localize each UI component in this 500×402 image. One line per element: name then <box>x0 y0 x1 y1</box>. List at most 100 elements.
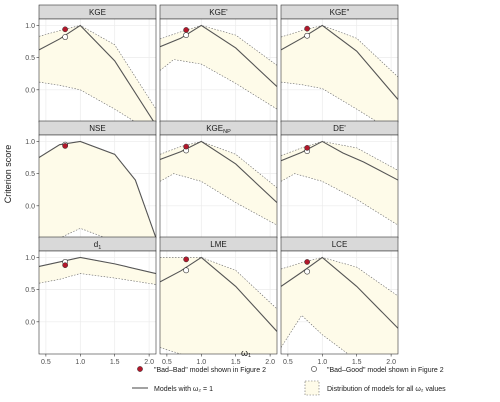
panel-title-main: DE' <box>333 124 346 133</box>
x-tick-label: 1.5 <box>231 359 241 366</box>
omega2-equals-1-line <box>281 24 398 100</box>
y-tick-label: 1.0 <box>25 255 35 262</box>
panel-title-main: KGE <box>206 124 223 133</box>
distribution-band <box>281 141 398 226</box>
panel-title: NSE <box>89 124 105 133</box>
y-tick-label: 0.0 <box>25 203 35 210</box>
panel-plot-area <box>39 256 156 285</box>
panel-title-subscript: 1 <box>98 245 101 251</box>
legend-bad-bad-label: "Bad–Bad" model shown in Figure 2 <box>154 367 266 374</box>
x-tick-label: 1.5 <box>352 359 362 366</box>
panel-3: KGE" <box>280 4 399 123</box>
y-tick-label: 0.0 <box>25 319 35 326</box>
y-tick-label: 0.5 <box>25 287 35 294</box>
omega2-equals-1-line <box>39 24 155 122</box>
panel-5: KGENP <box>159 120 278 239</box>
bad-good-point <box>62 34 69 40</box>
band-lower-edge <box>39 81 136 122</box>
x-tick-label: 0.5 <box>41 359 51 366</box>
x-tick-label: 1.0 <box>317 359 327 366</box>
panel-title: d1 <box>94 240 102 251</box>
bad-bad-point <box>62 26 69 33</box>
panel-plot-area <box>281 140 398 226</box>
bad-good-point <box>183 32 190 38</box>
panel-title-subscript: NP <box>223 129 231 135</box>
omega2-equals-1-line <box>160 140 277 203</box>
legend-bad-bad-marker <box>137 366 143 372</box>
bad-bad-point <box>183 256 190 263</box>
panel-8: LME 0.5 1.0 1.5 2.0 <box>159 236 278 366</box>
omega2-equals-1-line <box>160 256 277 332</box>
panel-plot-area <box>39 140 156 238</box>
y-tick-label: 1.0 <box>25 23 35 30</box>
panel-title: LME <box>210 240 226 249</box>
panel-title: DE' <box>333 124 346 133</box>
panel-plot-area <box>281 24 398 122</box>
x-tick-label: 0.5 <box>283 359 293 366</box>
panel-title-main: LCE <box>332 240 348 249</box>
omega2-equals-1-line <box>281 256 398 329</box>
x-tick-label: 2.0 <box>144 359 154 366</box>
y-tick-label: 0.0 <box>25 87 35 94</box>
legend-line-label: Models with ω₂ = 1 <box>154 386 213 393</box>
y-tick-label: 0.5 <box>25 171 35 178</box>
panel-plot-area <box>281 256 398 354</box>
x-axis-title: ω₁ <box>241 348 251 358</box>
legend-band-swatch <box>304 380 320 396</box>
panel-7: d1 0.0 0.5 1.0 0.5 1.0 1.5 2.0 <box>25 236 157 366</box>
panel-4: NSE 0.0 0.5 1.0 <box>25 120 157 239</box>
bad-bad-point <box>62 262 69 269</box>
bad-good-point <box>304 268 311 275</box>
distribution-band <box>160 257 277 354</box>
omega2-equals-1-line <box>39 140 156 238</box>
panel-title-main: d <box>94 240 98 249</box>
bad-bad-point <box>62 143 69 149</box>
band-lower-edge <box>160 59 277 110</box>
panel-border <box>159 250 278 355</box>
distribution-band <box>39 141 156 238</box>
x-tick-label: 1.0 <box>196 359 206 366</box>
x-tick-label: 2.0 <box>265 359 275 366</box>
band-lower-edge <box>39 273 156 285</box>
bad-bad-point <box>183 143 190 150</box>
y-tick-label: 0.5 <box>25 55 35 62</box>
omega2-equals-1-line <box>39 256 156 275</box>
distribution-band <box>281 257 398 354</box>
panel-plot-area <box>160 256 277 354</box>
omega2-equals-1-line <box>281 140 398 181</box>
panel-2: KGE' <box>159 4 278 123</box>
panel-title: KGE <box>89 8 106 17</box>
x-tick-label: 0.5 <box>162 359 172 366</box>
band-upper-edge <box>281 141 398 171</box>
band-lower-edge <box>281 173 398 226</box>
band-lower-edge <box>160 173 277 226</box>
panel-9: LCE 0.5 1.0 1.5 2.0 <box>280 236 399 366</box>
bad-bad-point <box>183 27 190 33</box>
legend: "Bad–Bad" model shown in Figure 2 "Bad–G… <box>132 366 446 396</box>
panel-plot-area <box>39 24 156 122</box>
x-tick-label: 1.5 <box>110 359 120 366</box>
panel-title: KGE" <box>330 8 350 17</box>
y-axis-title: Criterion score <box>3 145 13 204</box>
panel-title-main: LME <box>210 240 226 249</box>
panel-border <box>280 250 399 355</box>
panel-title-main: NSE <box>89 124 105 133</box>
panel-6: DE' <box>280 120 399 239</box>
bad-bad-point <box>304 259 311 265</box>
x-tick-label: 1.0 <box>75 359 85 366</box>
legend-bad-good-marker <box>311 366 317 372</box>
band-upper-edge <box>160 257 277 310</box>
distribution-band <box>160 141 277 226</box>
legend-bad-good-label: "Bad–Good" model shown in Figure 2 <box>327 367 444 374</box>
panel-title: KGE' <box>209 8 228 17</box>
panel-1: KGE 0.0 0.5 1.0 <box>25 4 157 123</box>
panel-title-main: KGE <box>89 8 106 17</box>
panel-plot-area <box>160 24 277 110</box>
bad-bad-point <box>304 25 311 32</box>
panel-title: LCE <box>332 240 348 249</box>
distribution-band <box>39 257 156 285</box>
panel-title: KGENP <box>206 124 231 135</box>
distribution-band <box>39 25 156 122</box>
